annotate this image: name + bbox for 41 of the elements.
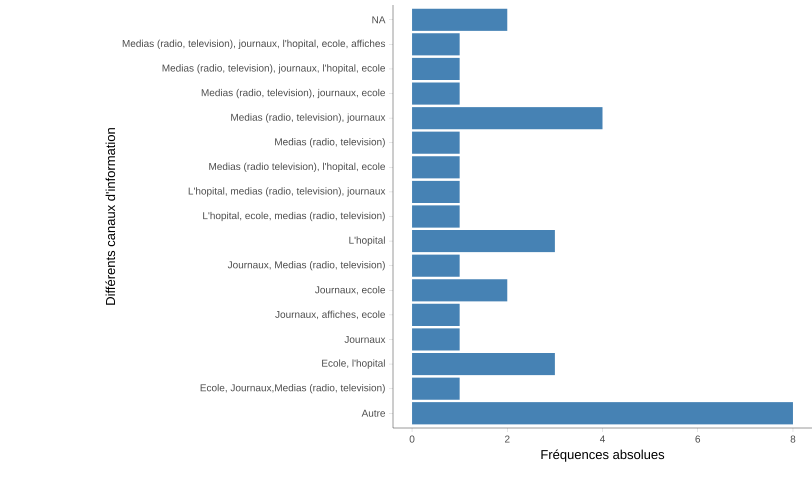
y-tick-label: Ecole, l'hopital <box>322 359 385 369</box>
bar <box>412 33 460 56</box>
y-tick-label: Medias (radio, television), journaux, ecole <box>202 88 386 98</box>
y-tick-label: Journaux, ecole <box>315 286 386 295</box>
y-axis-title: Différents canaux d'information <box>105 128 116 305</box>
x-tick-label: 0 <box>410 436 414 443</box>
x-tick-label: 6 <box>695 436 700 443</box>
y-tick-label: L'hopital <box>349 236 385 246</box>
x-tick-label: 2 <box>504 436 510 443</box>
bar <box>412 279 508 302</box>
bar <box>412 82 460 105</box>
x-tick-label: 4 <box>600 436 605 442</box>
y-tick-label: Medias (radio television), l'hopital, ecole <box>209 162 386 172</box>
bar <box>412 180 460 203</box>
y-tick-label: Medias (radio, television), journaux <box>231 113 386 123</box>
y-tick-label: NA <box>372 16 386 24</box>
bar <box>412 58 460 80</box>
y-tick-label: Journaux, affiches, ecole <box>275 310 386 320</box>
bar <box>412 230 555 252</box>
bar <box>412 328 460 351</box>
bar <box>412 205 460 228</box>
y-tick-label: Ecole, Journaux,Medias (radio, television) <box>200 384 385 394</box>
x-tick-label: 8 <box>790 436 796 443</box>
y-tick-label: Journaux <box>344 336 386 343</box>
x-axis-title: Fréquences absolues <box>541 449 664 462</box>
bar <box>412 402 793 424</box>
y-tick-label: Medias (radio, television), journaux, l'hopital, ecole <box>162 64 385 74</box>
bar <box>412 156 460 178</box>
y-tick-label: L'hopital, ecole, medias (radio, television) <box>203 212 385 222</box>
bar <box>412 304 460 326</box>
y-tick-label: Journaux, Medias (radio, television) <box>228 261 385 270</box>
bar <box>412 254 460 277</box>
y-tick-label: Medias (radio, television), journaux, l'hopital, ecole, affiches <box>122 40 386 50</box>
bar <box>412 8 508 31</box>
bar <box>412 352 555 376</box>
y-tick-label: Autre <box>362 410 386 417</box>
bar <box>412 132 460 154</box>
y-tick-label: L'hopital, medias (radio, television), journaux <box>188 187 386 197</box>
bar <box>412 378 460 400</box>
bar <box>412 107 603 130</box>
y-tick-label: Medias (radio, television) <box>275 138 385 148</box>
